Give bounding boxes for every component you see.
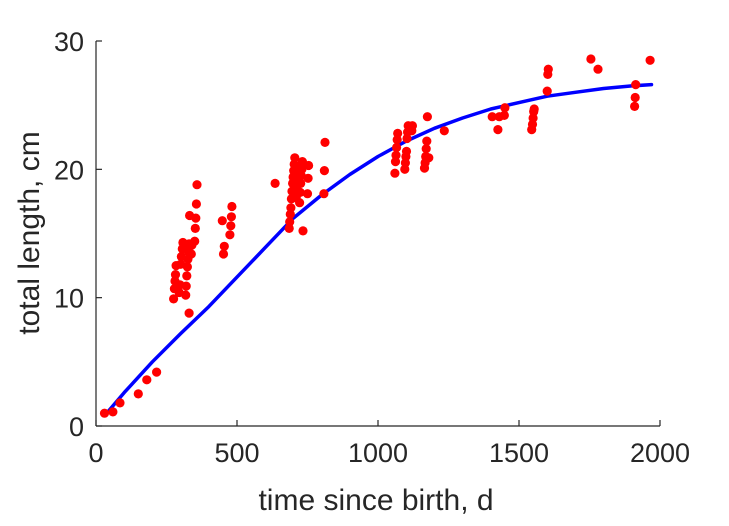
data-point [319, 166, 329, 176]
x-tick-label: 1500 [489, 438, 549, 468]
data-point [191, 213, 201, 223]
data-point [393, 128, 403, 138]
data-point [285, 217, 295, 227]
data-point [181, 290, 191, 300]
data-point [217, 216, 227, 226]
y-tick-label: 0 [69, 412, 84, 442]
data-point [320, 137, 330, 147]
data-point [219, 241, 229, 251]
data-point [227, 201, 237, 212]
data-point [192, 180, 202, 190]
data-point [182, 262, 192, 272]
data-point [169, 294, 179, 304]
data-point [290, 153, 300, 163]
data-point [226, 221, 236, 231]
data-point [225, 230, 235, 240]
data-point [500, 103, 510, 113]
x-tick-label: 0 [88, 438, 103, 468]
x-tick-label: 500 [214, 438, 259, 468]
data-point [586, 54, 596, 64]
data-point [392, 142, 402, 153]
data-point [286, 203, 296, 213]
data-point [298, 226, 308, 236]
data-point [421, 144, 431, 154]
data-point [303, 173, 313, 183]
data-point [270, 178, 280, 188]
axes: 0 500 1000 1500 2000 0 10 20 30 [54, 27, 690, 468]
data-point [190, 236, 200, 246]
data-point [319, 189, 329, 199]
x-axis-label: time since birth, d [258, 484, 493, 517]
data-point [630, 101, 640, 111]
data-point [422, 112, 432, 122]
data-point [182, 271, 192, 281]
data-point [424, 153, 434, 163]
fit-curve-layer [102, 82, 654, 418]
data-point [542, 86, 552, 96]
data-point [295, 187, 305, 197]
y-ticks: 0 10 20 30 [54, 27, 102, 442]
data-point [170, 270, 181, 280]
data-point [645, 55, 655, 65]
y-tick-label: 20 [54, 155, 84, 185]
data-point [152, 367, 162, 377]
data-point [115, 398, 125, 408]
data-point [142, 375, 152, 385]
data-point [401, 146, 412, 156]
data-point [493, 125, 503, 135]
y-tick-label: 10 [54, 284, 84, 314]
data-point [218, 249, 229, 259]
data-point [304, 160, 314, 171]
data-point [543, 64, 553, 74]
data-point [499, 110, 509, 120]
data-point [529, 104, 539, 114]
x-tick-label: 2000 [630, 438, 690, 468]
x-tick-label: 1000 [348, 438, 408, 468]
data-point [190, 223, 200, 233]
data-point [302, 189, 313, 199]
data-points-layer [99, 54, 655, 418]
data-point [297, 164, 307, 174]
data-point [390, 168, 400, 178]
fit-curve [102, 82, 654, 418]
data-point [181, 281, 191, 291]
data-point [439, 126, 449, 136]
y-axis-label: total length, cm [13, 131, 46, 334]
data-point [296, 178, 306, 188]
data-point [133, 389, 143, 399]
data-point [108, 407, 118, 417]
data-point [184, 308, 194, 318]
data-point [422, 136, 432, 146]
data-point [226, 212, 236, 222]
data-point [99, 408, 110, 418]
data-point [407, 121, 417, 131]
data-point [295, 198, 305, 208]
data-point [186, 249, 196, 259]
data-point [593, 64, 603, 74]
data-point [191, 199, 201, 209]
y-tick-label: 30 [54, 27, 84, 57]
data-point [391, 150, 401, 160]
data-point [631, 80, 641, 90]
x-ticks: 0 500 1000 1500 2000 [88, 420, 690, 468]
data-point [630, 92, 640, 103]
data-point [487, 112, 497, 122]
